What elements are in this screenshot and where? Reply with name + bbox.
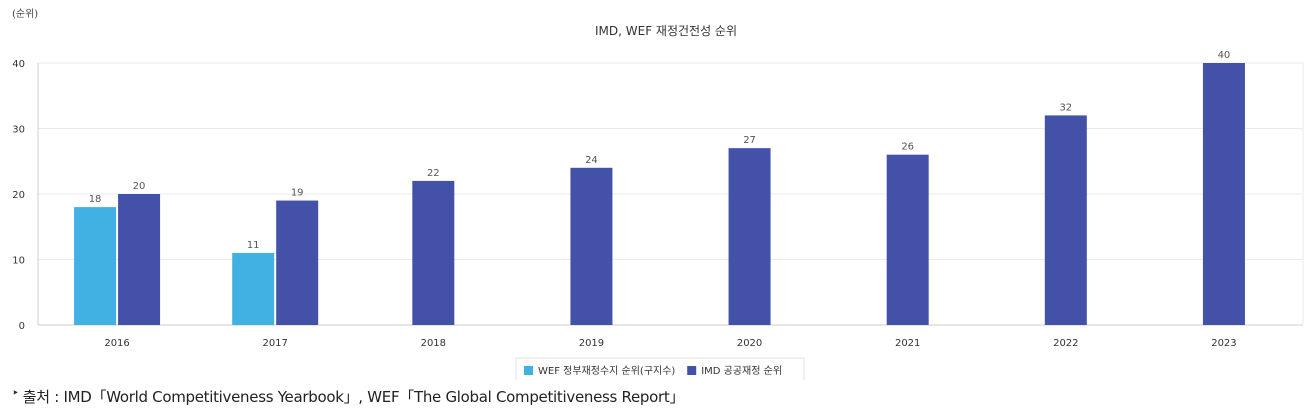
chart-title: IMD, WEF 재정건전성 순위 bbox=[595, 24, 737, 38]
x-tick-label: 2018 bbox=[421, 338, 446, 349]
bar bbox=[232, 252, 275, 325]
data-label: 19 bbox=[291, 188, 304, 199]
bar bbox=[1202, 63, 1245, 325]
legend-box bbox=[515, 357, 805, 380]
x-tick-label: 2021 bbox=[895, 338, 920, 349]
y-tick-label: 10 bbox=[12, 256, 25, 267]
x-tick-label: 2020 bbox=[737, 338, 762, 349]
bars bbox=[74, 63, 1245, 326]
x-tick-label: 2023 bbox=[1211, 338, 1236, 349]
bullet-icon: ‣ bbox=[12, 386, 19, 400]
y-tick-label: 20 bbox=[12, 190, 25, 201]
y-unit-label: (순위) bbox=[12, 7, 38, 20]
x-tick-label: 2022 bbox=[1053, 338, 1078, 349]
bar bbox=[74, 207, 117, 325]
y-axis-ticks: 0 10 20 30 40 bbox=[12, 59, 25, 332]
legend-swatch bbox=[524, 366, 533, 375]
data-label: 26 bbox=[901, 142, 914, 153]
bar bbox=[1044, 115, 1087, 326]
legend-swatch bbox=[687, 366, 697, 375]
x-tick-label: 2019 bbox=[579, 338, 604, 349]
data-labels: 18 20 11 19 22 24 27 26 32 40 bbox=[89, 50, 1231, 251]
data-label: 27 bbox=[743, 135, 756, 146]
data-label: 20 bbox=[133, 181, 146, 192]
y-tick-label: 30 bbox=[12, 125, 25, 136]
gridlines bbox=[37, 62, 1304, 326]
data-label: 22 bbox=[427, 168, 440, 179]
y-tick-label: 0 bbox=[19, 321, 25, 332]
legend-label: IMD 공공재정 순위 bbox=[701, 364, 782, 377]
data-label: 11 bbox=[247, 240, 260, 251]
x-tick-label: 2016 bbox=[104, 338, 129, 349]
y-tick-label: 40 bbox=[12, 59, 25, 70]
legend: WEF 정부재정수지 순위(구지수) IMD 공공재정 순위 bbox=[515, 357, 805, 380]
data-label: 32 bbox=[1059, 102, 1072, 113]
data-label: 24 bbox=[585, 155, 598, 166]
bar bbox=[276, 200, 319, 325]
bar bbox=[886, 154, 929, 325]
bar bbox=[118, 194, 161, 325]
bar bbox=[570, 167, 613, 325]
x-axis-ticks: 2016 2017 2018 2019 2020 2021 2022 2023 bbox=[104, 338, 1236, 349]
source-note: ‣ 출처 : IMD「World Competitiveness Yearbook… bbox=[12, 386, 684, 407]
data-label: 40 bbox=[1218, 50, 1231, 61]
x-tick-label: 2017 bbox=[262, 338, 287, 349]
bar bbox=[728, 148, 771, 325]
source-text: 출처 : IMD「World Competitiveness Yearbook」… bbox=[22, 388, 685, 406]
bar bbox=[412, 180, 455, 325]
legend-label: WEF 정부재정수지 순위(구지수) bbox=[538, 364, 675, 377]
data-label: 18 bbox=[89, 194, 102, 205]
